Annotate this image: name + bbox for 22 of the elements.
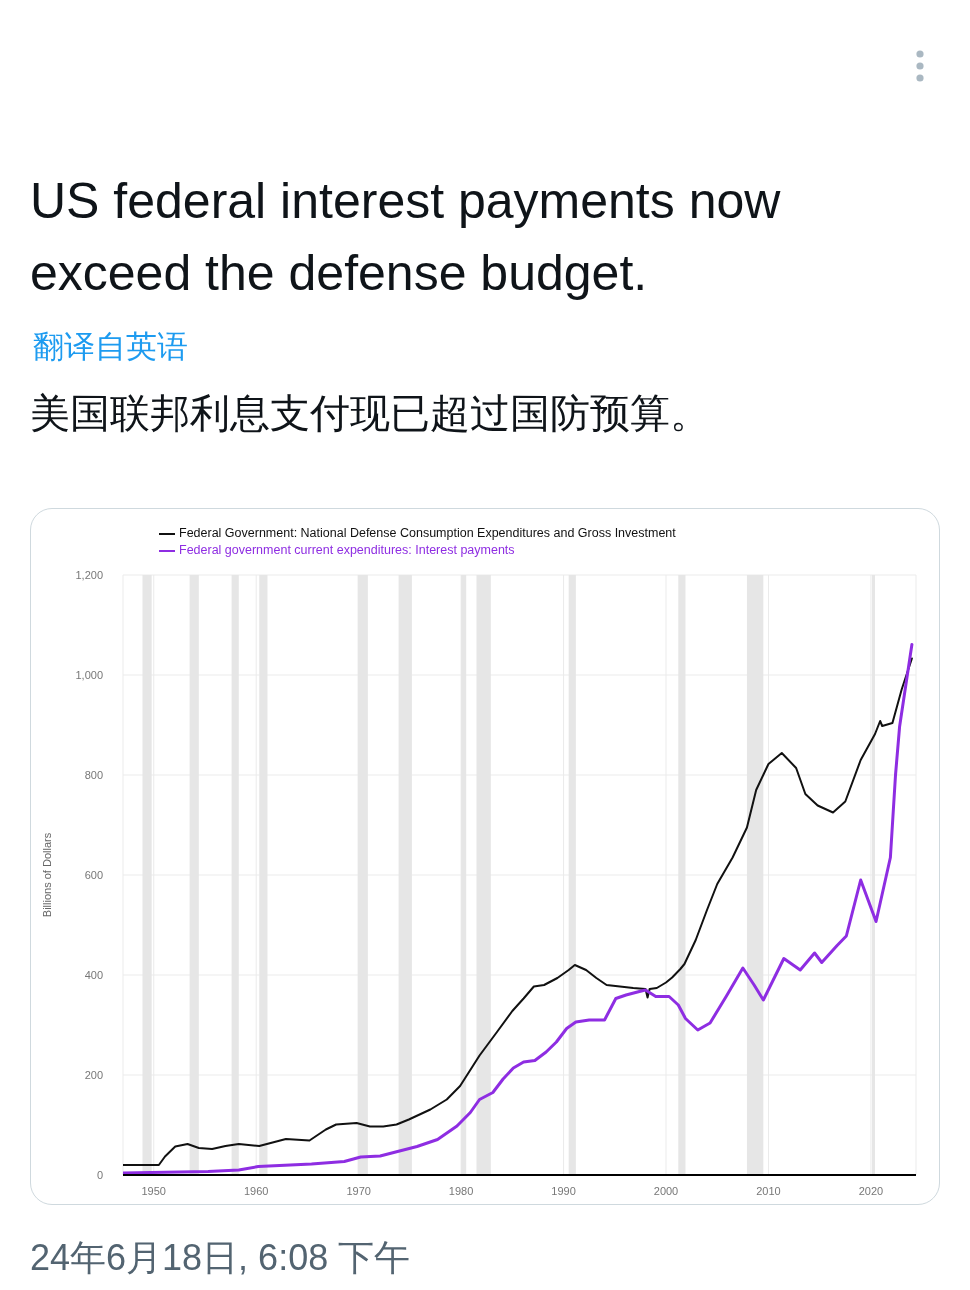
y-axis-title: Billions of Dollars (40, 832, 53, 918)
y-tick-label: 600 (84, 868, 103, 881)
x-tick-label: 1960 (243, 1184, 269, 1197)
x-tick-label: 2020 (858, 1184, 884, 1197)
x-tick-label: 1970 (346, 1184, 371, 1197)
x-tick-label: 1980 (448, 1184, 474, 1197)
x-tick-label: 1950 (141, 1184, 166, 1197)
text: 翻译自英语 (33, 328, 188, 366)
y-tick-label: 200 (84, 1068, 103, 1081)
y-tick-label: 0 (96, 1168, 103, 1181)
legend-label: Federal government current expenditures: Interest payments (179, 543, 515, 557)
x-tick-label: 2010 (756, 1184, 781, 1197)
text: 24年6月18日, 6:08 下午 (30, 1236, 411, 1280)
legend-label: Federal Government: National Defense Consumption Expenditures and Gross Investment (179, 526, 676, 540)
chart-subtitle: 美国联邦利息支付现已超过国防预算。 (30, 390, 710, 437)
y-tick-label: 400 (84, 968, 103, 981)
y-tick-label: 1,000 (75, 668, 103, 681)
y-tick-label: 800 (84, 768, 103, 781)
y-tick-label: 1,200 (75, 568, 103, 581)
x-tick-label: 1990 (551, 1184, 576, 1197)
chart-title: US federal interest payments now exceed the defense budget. (30, 172, 782, 303)
x-tick-label: 2000 (653, 1184, 679, 1197)
